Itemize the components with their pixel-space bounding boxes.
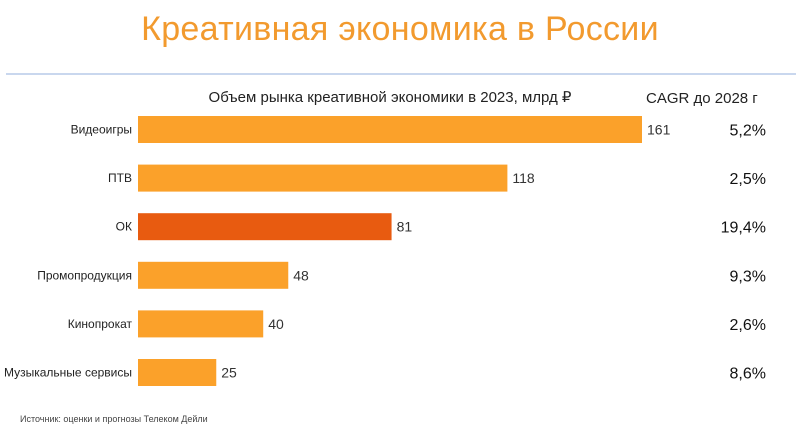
category-label: Кинопрокат — [68, 317, 133, 331]
bar — [138, 261, 289, 289]
category-label: Видеоигры — [71, 123, 132, 137]
bar — [138, 213, 392, 241]
bar — [138, 359, 217, 386]
source-note: Источник: оценки и прогнозы Телеком Дейл… — [20, 414, 208, 424]
cagr-header: CAGR до 2028 г — [646, 90, 758, 107]
category-label: ОК — [116, 220, 132, 234]
value-label: 48 — [293, 267, 309, 283]
slide-title: Креативная экономика в России — [141, 10, 659, 48]
value-label: 118 — [512, 170, 535, 186]
bar — [138, 310, 264, 338]
category-label: ПТВ — [108, 171, 132, 185]
cagr-value: 2,6% — [730, 317, 766, 334]
bar — [138, 116, 642, 143]
category-label: Музыкальные сервисы — [4, 366, 132, 380]
chart-title: Объем рынка креативной экономики в 2023,… — [208, 89, 572, 106]
cagr-value: 9,3% — [730, 268, 766, 285]
cagr-value: 2,5% — [730, 171, 766, 188]
bar-chart: Видеоигры 161 5,2% ПТВ 118 2,5% ОК 81 19,4% Промо… — [4, 116, 766, 386]
cagr-value: 8,6% — [730, 366, 766, 383]
title-divider — [6, 73, 796, 75]
value-label: 161 — [647, 122, 671, 138]
cagr-value: 5,2% — [730, 123, 766, 140]
value-label: 25 — [221, 365, 237, 381]
category-label: Промопродукция — [37, 268, 132, 282]
cagr-value: 19,4% — [721, 220, 766, 237]
value-label: 40 — [268, 316, 284, 332]
value-label: 81 — [397, 219, 413, 235]
bar — [138, 164, 508, 192]
